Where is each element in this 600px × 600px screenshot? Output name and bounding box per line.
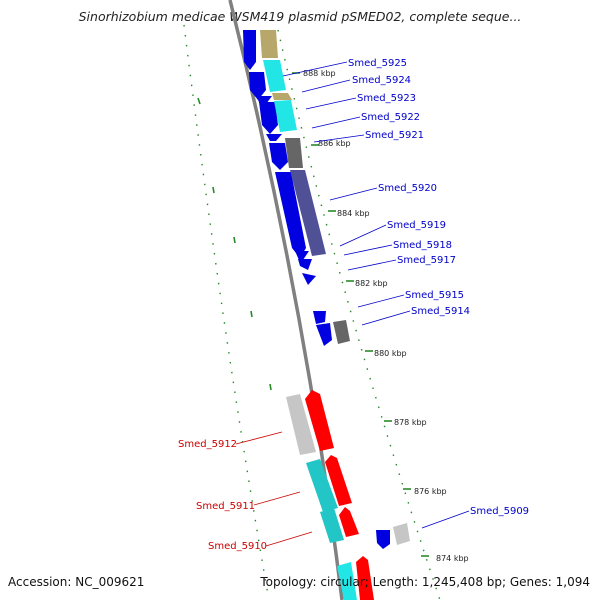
gene-label: Smed_5922 xyxy=(361,112,420,123)
map-title: Sinorhizobium medicae WSM419 plasmid pSM… xyxy=(79,9,522,24)
gene-label: Smed_5911 xyxy=(196,501,255,512)
gene-feature xyxy=(274,100,297,132)
kbp-label: 888 kbp xyxy=(303,69,336,78)
kbp-label: 882 kbp xyxy=(355,279,388,288)
gene-label: Smed_5912 xyxy=(178,439,237,450)
kbp-label: 876 kbp xyxy=(414,487,447,496)
gene-feature xyxy=(339,507,359,537)
gene-feature xyxy=(285,138,303,168)
gene-label: Smed_5914 xyxy=(411,306,470,317)
gene-label: Smed_5910 xyxy=(208,541,267,552)
kbp-label: 874 kbp xyxy=(436,554,469,563)
kbp-label: 886 kbp xyxy=(318,139,351,148)
gene-feature xyxy=(286,394,316,455)
kbp-label: 884 kbp xyxy=(337,209,370,218)
gene-feature xyxy=(333,320,350,344)
gene-label: Smed_5919 xyxy=(387,220,446,231)
gene-feature xyxy=(259,102,278,134)
gene-feature xyxy=(306,459,338,512)
forward-genes xyxy=(243,30,410,549)
gene-label: Smed_5918 xyxy=(393,240,452,251)
gene-label: Smed_5920 xyxy=(378,183,437,194)
gene-feature xyxy=(337,562,357,600)
gene-feature xyxy=(260,30,278,58)
gene-label: Smed_5915 xyxy=(405,290,464,301)
inner-major-ticks xyxy=(292,72,429,557)
gene-feature xyxy=(302,273,316,285)
gene-feature xyxy=(295,251,309,260)
gene-feature xyxy=(316,323,332,346)
gene-label: Smed_5921 xyxy=(365,130,424,141)
gene-feature xyxy=(249,72,266,100)
gene-feature xyxy=(243,30,256,70)
accession-text: Accession: NC_009621 xyxy=(8,575,144,589)
forward-label-lines xyxy=(282,61,470,529)
gene-feature xyxy=(266,134,282,141)
gene-feature xyxy=(275,172,306,258)
reverse-label-lines xyxy=(235,431,313,547)
gene-label: Smed_5923 xyxy=(357,93,416,104)
gene-feature xyxy=(298,259,312,270)
gene-feature xyxy=(393,523,410,545)
gene-label: Smed_5909 xyxy=(470,506,529,517)
gene-label: Smed_5917 xyxy=(397,255,456,266)
gene-feature xyxy=(376,530,390,549)
reverse-genes xyxy=(286,390,374,600)
kbp-label: 880 kbp xyxy=(374,349,407,358)
outer-major-ticks xyxy=(197,97,272,391)
kbp-labels: 888 kbp 886 kbp 884 kbp 882 kbp 880 kbp … xyxy=(303,69,469,563)
gene-feature xyxy=(269,143,288,170)
outer-tick-track xyxy=(183,24,269,596)
gene-feature xyxy=(305,390,334,451)
gene-label: Smed_5925 xyxy=(348,58,407,69)
gene-label: Smed_5924 xyxy=(352,75,411,86)
gene-feature xyxy=(272,93,292,100)
topology-summary: Topology: circular; Length: 1,245,408 bp… xyxy=(259,575,590,589)
gene-feature xyxy=(320,508,344,543)
gene-feature xyxy=(356,556,374,600)
gene-feature xyxy=(325,455,352,506)
gene-feature xyxy=(263,60,286,92)
gene-feature xyxy=(290,170,326,256)
gene-labels: Smed_5925 Smed_5924 Smed_5923 Smed_5922 … xyxy=(178,58,529,552)
kbp-label: 878 kbp xyxy=(394,418,427,427)
gene-feature xyxy=(313,311,326,324)
